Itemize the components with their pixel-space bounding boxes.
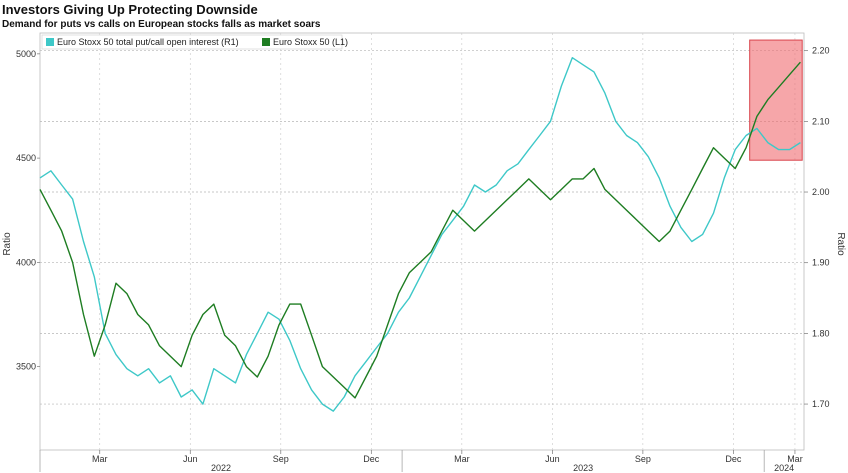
- legend-label: Euro Stoxx 50 (L1): [273, 37, 348, 47]
- left-tick-label: 4000: [16, 257, 36, 267]
- right-axis-title: Ratio: [835, 232, 846, 256]
- x-month-label: Dec: [363, 454, 380, 464]
- x-year-label: 2022: [211, 463, 231, 473]
- x-month-label: Sep: [635, 454, 651, 464]
- x-month-label: Sep: [273, 454, 289, 464]
- right-tick-label: 1.70: [812, 399, 830, 409]
- legend-label: Euro Stoxx 50 total put/call open intere…: [57, 37, 239, 47]
- series-line-1: [39, 61, 801, 399]
- plot-frame: [39, 32, 805, 451]
- left-axis-title: Ratio: [2, 232, 13, 256]
- x-month-label: Dec: [725, 454, 742, 464]
- axes: 2.20 2.10 2.00 1.90 1.80 1.70 5000 4500 4000 3500…: [2, 46, 846, 473]
- left-tick-label: 3500: [16, 362, 36, 372]
- legend: Euro Stoxx 50 total put/call open intere…: [41, 34, 348, 50]
- x-month-label: Mar: [787, 454, 803, 464]
- right-tick-label: 2.00: [812, 187, 830, 197]
- legend-swatch: [46, 38, 54, 46]
- x-month-label: Mar: [454, 454, 470, 464]
- x-year-label: 2024: [774, 463, 794, 473]
- grid: [39, 32, 805, 451]
- series-lines: [39, 57, 801, 412]
- right-tick-label: 1.90: [812, 258, 830, 268]
- x-year-label: 2023: [573, 463, 593, 473]
- series-line-0: [39, 57, 801, 412]
- chart-subtitle: Demand for puts vs calls on European sto…: [2, 19, 321, 30]
- legend-swatch: [262, 38, 270, 46]
- highlight-region: [749, 39, 803, 161]
- right-tick-label: 2.10: [812, 116, 830, 126]
- x-month-label: Jun: [183, 454, 198, 464]
- left-tick-label: 5000: [16, 49, 36, 59]
- highlight-box: [749, 39, 803, 161]
- x-month-label: Mar: [92, 454, 108, 464]
- right-tick-label: 1.80: [812, 328, 830, 338]
- right-tick-label: 2.20: [812, 46, 830, 56]
- left-tick-label: 4500: [16, 153, 36, 163]
- chart-title: Investors Giving Up Protecting Downside: [2, 2, 258, 17]
- x-month-label: Jun: [545, 454, 560, 464]
